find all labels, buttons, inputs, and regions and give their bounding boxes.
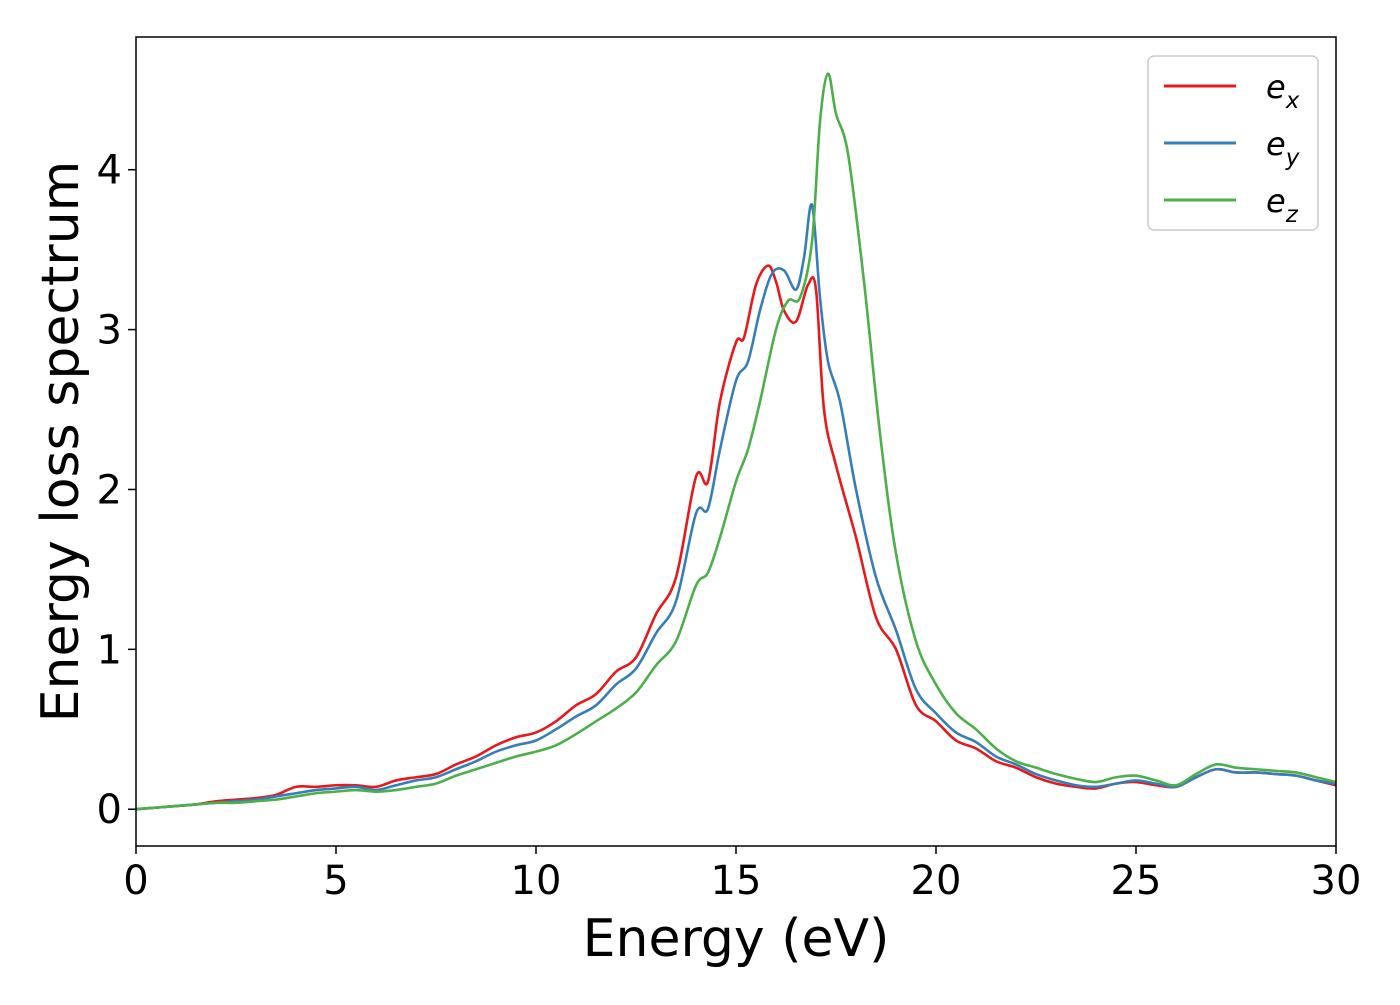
legend: ex ey ez <box>1147 55 1319 231</box>
x-tick-label: 20 <box>911 858 962 904</box>
x-tick-label: 15 <box>711 858 762 904</box>
legend-item-x: ex <box>1164 68 1300 114</box>
x-tick-label: 10 <box>511 858 562 904</box>
series-layer <box>136 72 1336 811</box>
x-axis-label: Energy (eV) <box>583 909 890 969</box>
y-axis-label: Energy loss spectrum <box>31 161 91 723</box>
y-tick-label: 2 <box>97 467 122 513</box>
x-tick-label: 30 <box>1311 858 1362 904</box>
x-axis: 0 5 10 15 20 25 30 <box>123 846 1361 904</box>
x-tick-label: 25 <box>1111 858 1162 904</box>
legend-label: ez <box>1266 182 1299 228</box>
x-tick-label: 5 <box>323 858 348 904</box>
legend-label: ey <box>1266 125 1300 171</box>
x-tick-label: 0 <box>123 858 148 904</box>
y-tick-label: 0 <box>97 787 122 833</box>
y-axis: 0 1 2 3 4 <box>97 148 136 833</box>
legend-label: ex <box>1266 68 1300 114</box>
series-line-y <box>136 203 1336 811</box>
y-tick-label: 4 <box>97 148 122 194</box>
y-tick-label: 3 <box>97 308 122 354</box>
legend-item-y: ey <box>1164 125 1300 171</box>
series-line-z <box>136 72 1336 811</box>
legend-item-z: ez <box>1164 182 1299 228</box>
y-tick-label: 1 <box>97 627 122 673</box>
series-line-x <box>136 264 1336 811</box>
